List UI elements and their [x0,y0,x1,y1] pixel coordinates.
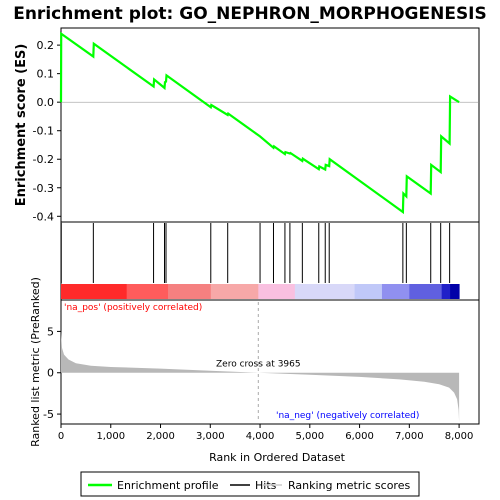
es-y-tick-label: -0.2 [33,153,54,166]
metric-y-tick-label: 5 [47,325,54,338]
negative-correlation-label: 'na_neg' (negatively correlated) [276,411,419,421]
metric-y-axis-label: Ranked list metric (PreRanked) [29,277,42,447]
x-tick-label: 5,000 [295,431,324,442]
es-y-tick-label: 0.2 [37,39,55,52]
es-y-ticks: -0.4 -0.3 -0.2 -0.1 0.0 0.1 0.2 [33,39,61,223]
x-tick-label: 6,000 [345,431,374,442]
legend-metric-label: Ranking metric scores [288,479,410,492]
rank-color-bar [61,284,460,299]
rank-color-segment [381,284,410,299]
rank-color-segment [258,284,296,299]
positive-correlation-label: 'na_pos' (positively correlated) [64,303,202,313]
zero-cross-label: Zero cross at 3965 [216,360,301,370]
hits-panel [60,221,480,301]
es-y-tick-label: -0.3 [33,182,54,195]
x-tick-label: 2,000 [146,431,175,442]
es-y-tick-label: 0.0 [37,96,55,109]
x-tick-label: 1,000 [96,431,125,442]
rank-color-segment [450,284,460,299]
top-panel-frame [60,27,480,223]
x-axis-ticks: 0 1,000 2,000 3,000 4,000 5,000 6,000 7,000 8,00… [58,424,474,442]
enrichment-score-panel: -0.4 -0.3 -0.2 -0.1 0.0 0.1 0.2 Enrichment sco… [14,27,480,223]
es-y-tick-label: 0.1 [37,68,55,81]
rank-color-segment [409,284,443,299]
legend-frame [80,471,420,497]
es-y-axis-label: Enrichment score (ES) [14,44,29,207]
chart-title: Enrichment plot: GO_NEPHRON_MORPHOGENESI… [13,4,487,24]
ranking-metric-area [61,331,460,423]
hit-markers [60,223,451,283]
es-y-tick-label: -0.4 [33,210,54,223]
es-y-tick-label: -0.1 [33,125,54,138]
rank-color-segment [354,284,383,299]
rank-color-segment [210,284,259,299]
x-tick-label: 4,000 [246,431,275,442]
x-tick-label: 7,000 [395,431,424,442]
rank-color-segment [441,284,451,299]
rank-color-segment [126,284,169,299]
enrichment-profile-line [59,31,460,215]
x-axis-label: Rank in Ordered Dataset [209,451,346,464]
rank-color-segment [294,284,356,299]
x-tick-label: 8,000 [445,431,474,442]
bottom-panel-frame [60,299,480,425]
metric-y-tick-label: -5 [43,408,54,421]
metric-y-ticks: -5 0 5 [43,325,61,421]
rank-color-segment [61,284,128,299]
ranked-metric-panel: Zero cross at 3965 'na_pos' (positively … [29,277,480,447]
x-tick-label: 0 [58,431,64,442]
rank-color-segment [167,284,212,299]
metric-y-tick-label: 0 [47,367,54,380]
x-tick-label: 3,000 [196,431,225,442]
legend-enrichment-label: Enrichment profile [117,479,219,492]
chart-legend: Enrichment profile Hits Ranking metric s… [80,471,420,497]
